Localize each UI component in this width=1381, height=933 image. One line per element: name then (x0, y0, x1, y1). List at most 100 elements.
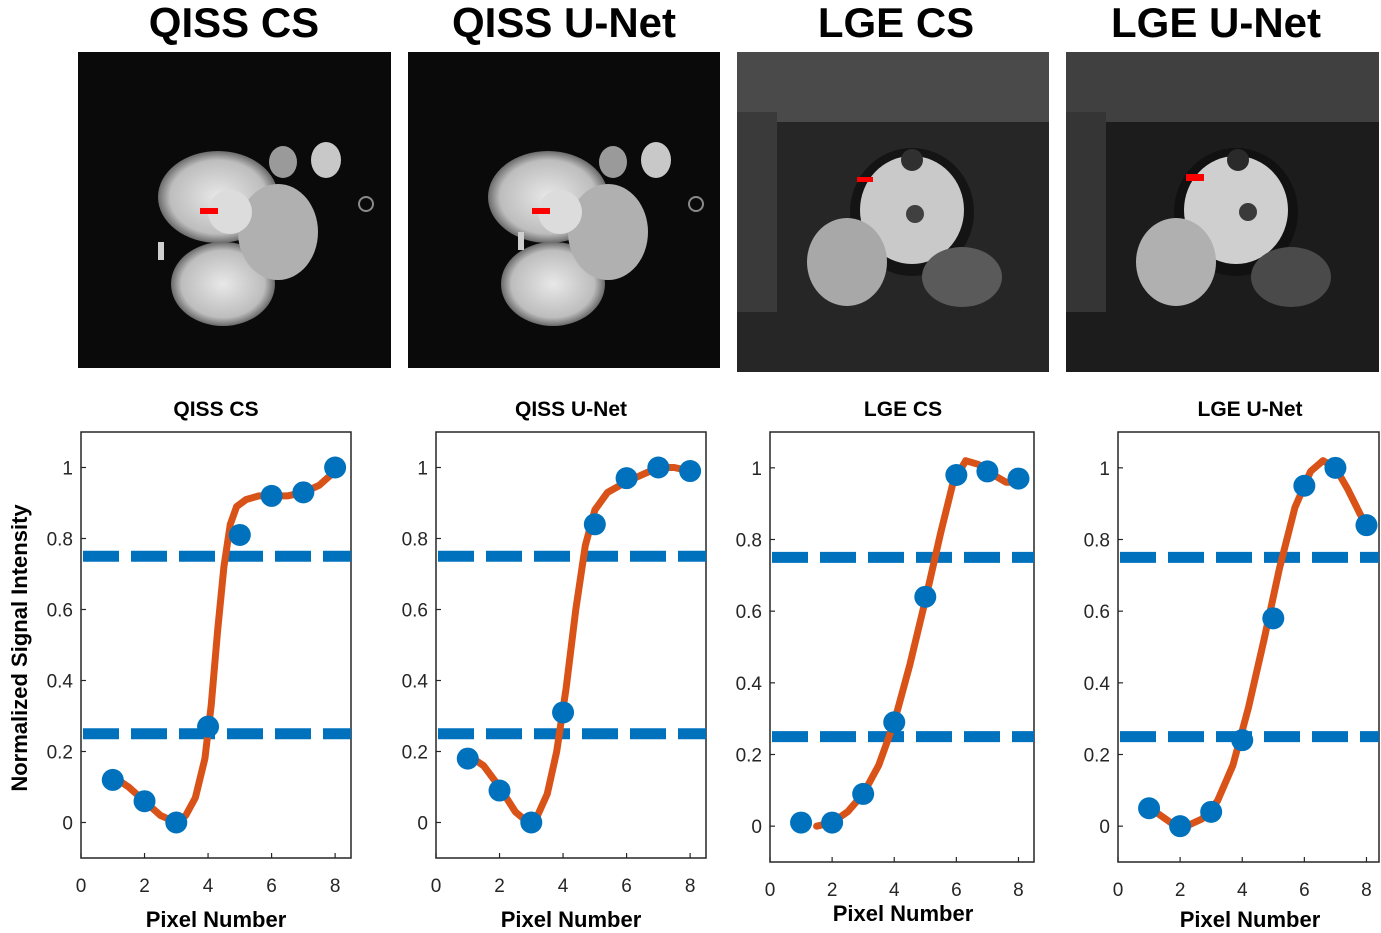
x-tick-label: 8 (685, 876, 696, 897)
panel-title-qiss-unet: QISS U-Net (451, 0, 677, 46)
data-point (292, 481, 315, 504)
y-tick-label: 0.8 (402, 530, 428, 551)
x-tick-label: 6 (266, 876, 277, 897)
data-point (945, 464, 968, 486)
x-tick-label: 2 (139, 876, 150, 897)
plot-axes-box (80, 431, 352, 859)
x-tick-label: 4 (558, 876, 569, 897)
y-tick-label: 0.2 (402, 743, 428, 764)
y-tick-label: 0.4 (736, 674, 763, 695)
data-point (1324, 456, 1347, 479)
data-point (488, 779, 511, 802)
y-tick-label: 0.4 (1084, 674, 1111, 695)
panel-title-lge-cs: LGE CS (817, 0, 975, 46)
y-tick-label: 1 (417, 459, 428, 480)
y-tick-label: 0 (62, 814, 73, 835)
y-tick-label: 0.8 (736, 531, 762, 552)
data-point (976, 460, 999, 483)
data-point (520, 811, 543, 834)
x-tick-label: 0 (76, 876, 87, 897)
data-point (552, 701, 575, 724)
plot-axes-box (769, 431, 1035, 863)
data-point (790, 811, 813, 834)
red-marker (200, 208, 218, 214)
x-axis-label-lge-unet: Pixel Number (1179, 907, 1321, 932)
y-tick-label: 0.8 (1084, 531, 1110, 552)
fit-curve (464, 464, 694, 826)
x-tick-label: 0 (431, 876, 442, 897)
x-axis-label-qiss-cs: Pixel Number (145, 907, 287, 932)
x-tick-label: 6 (1299, 880, 1310, 901)
y-tick-label: 0 (417, 814, 428, 835)
data-point (1293, 474, 1316, 497)
red-marker (1186, 174, 1204, 181)
x-tick-label: 2 (1175, 880, 1186, 901)
y-tick-label: 0.6 (402, 601, 428, 622)
y-tick-label: 0.4 (47, 672, 74, 693)
data-point (679, 460, 702, 483)
data-point (883, 711, 906, 734)
data-point (1007, 467, 1030, 490)
y-tick-label: 0.8 (47, 530, 73, 551)
data-point (1138, 797, 1161, 820)
y-tick-label: 1 (751, 459, 762, 480)
y-tick-label: 0.6 (1084, 602, 1110, 623)
y-tick-label: 0.6 (47, 601, 73, 622)
data-point (228, 523, 251, 546)
y-tick-label: 0.2 (736, 746, 762, 767)
fit-curve (813, 457, 1022, 830)
data-point (260, 484, 283, 507)
data-point (647, 456, 670, 479)
data-point (197, 715, 220, 738)
y-tick-label: 1 (62, 459, 73, 480)
y-tick-label: 0.2 (47, 743, 73, 764)
red-marker (857, 177, 873, 182)
y-tick-label: 0.4 (402, 672, 429, 693)
x-tick-label: 6 (951, 880, 962, 901)
data-point (133, 790, 156, 813)
x-tick-label: 0 (765, 880, 776, 901)
y-tick-label: 1 (1099, 459, 1110, 480)
x-tick-label: 0 (1113, 880, 1124, 901)
x-tick-label: 8 (330, 876, 341, 897)
mri-image-lge-unet (1066, 52, 1379, 372)
fit-curve (1151, 457, 1370, 830)
x-tick-label: 4 (1237, 880, 1248, 901)
panel-title-qiss-cs: QISS CS (148, 0, 320, 46)
plot-axes-box (1117, 431, 1380, 863)
panel-title-lge-unet: LGE U-Net (1111, 0, 1321, 46)
data-point (821, 811, 844, 834)
data-point (1169, 815, 1192, 838)
data-point (852, 782, 875, 805)
y-tick-label: 0 (751, 817, 762, 838)
x-axis-label-qiss-unet: Pixel Number (500, 907, 642, 932)
data-point (1262, 607, 1285, 630)
x-tick-label: 8 (1361, 880, 1372, 901)
x-tick-label: 6 (621, 876, 632, 897)
mri-image-lge-cs (737, 52, 1049, 372)
plot-title-qiss-unet: QISS U-Net (514, 398, 627, 421)
data-point (1200, 800, 1223, 823)
data-point (914, 585, 937, 608)
mri-image-qiss-unet (408, 52, 720, 368)
mri-image-qiss-cs (78, 52, 391, 368)
data-point (456, 747, 479, 770)
plot-title-qiss-cs: QISS CS (173, 398, 259, 421)
data-point (583, 513, 606, 536)
plot-title-lge-cs: LGE CS (863, 398, 943, 421)
data-point (165, 811, 188, 834)
x-tick-label: 8 (1013, 880, 1024, 901)
data-point (1231, 729, 1254, 752)
x-tick-label: 2 (494, 876, 505, 897)
data-point (101, 768, 124, 791)
x-tick-label: 2 (827, 880, 838, 901)
plot-axes-box (435, 431, 707, 859)
y-tick-label: 0.6 (736, 602, 762, 623)
data-point (1355, 514, 1378, 537)
red-marker (532, 208, 550, 214)
data-point (615, 467, 638, 490)
x-axis-label-lge-cs: Pixel Number (832, 901, 974, 926)
x-tick-label: 4 (203, 876, 214, 897)
x-tick-label: 4 (889, 880, 900, 901)
